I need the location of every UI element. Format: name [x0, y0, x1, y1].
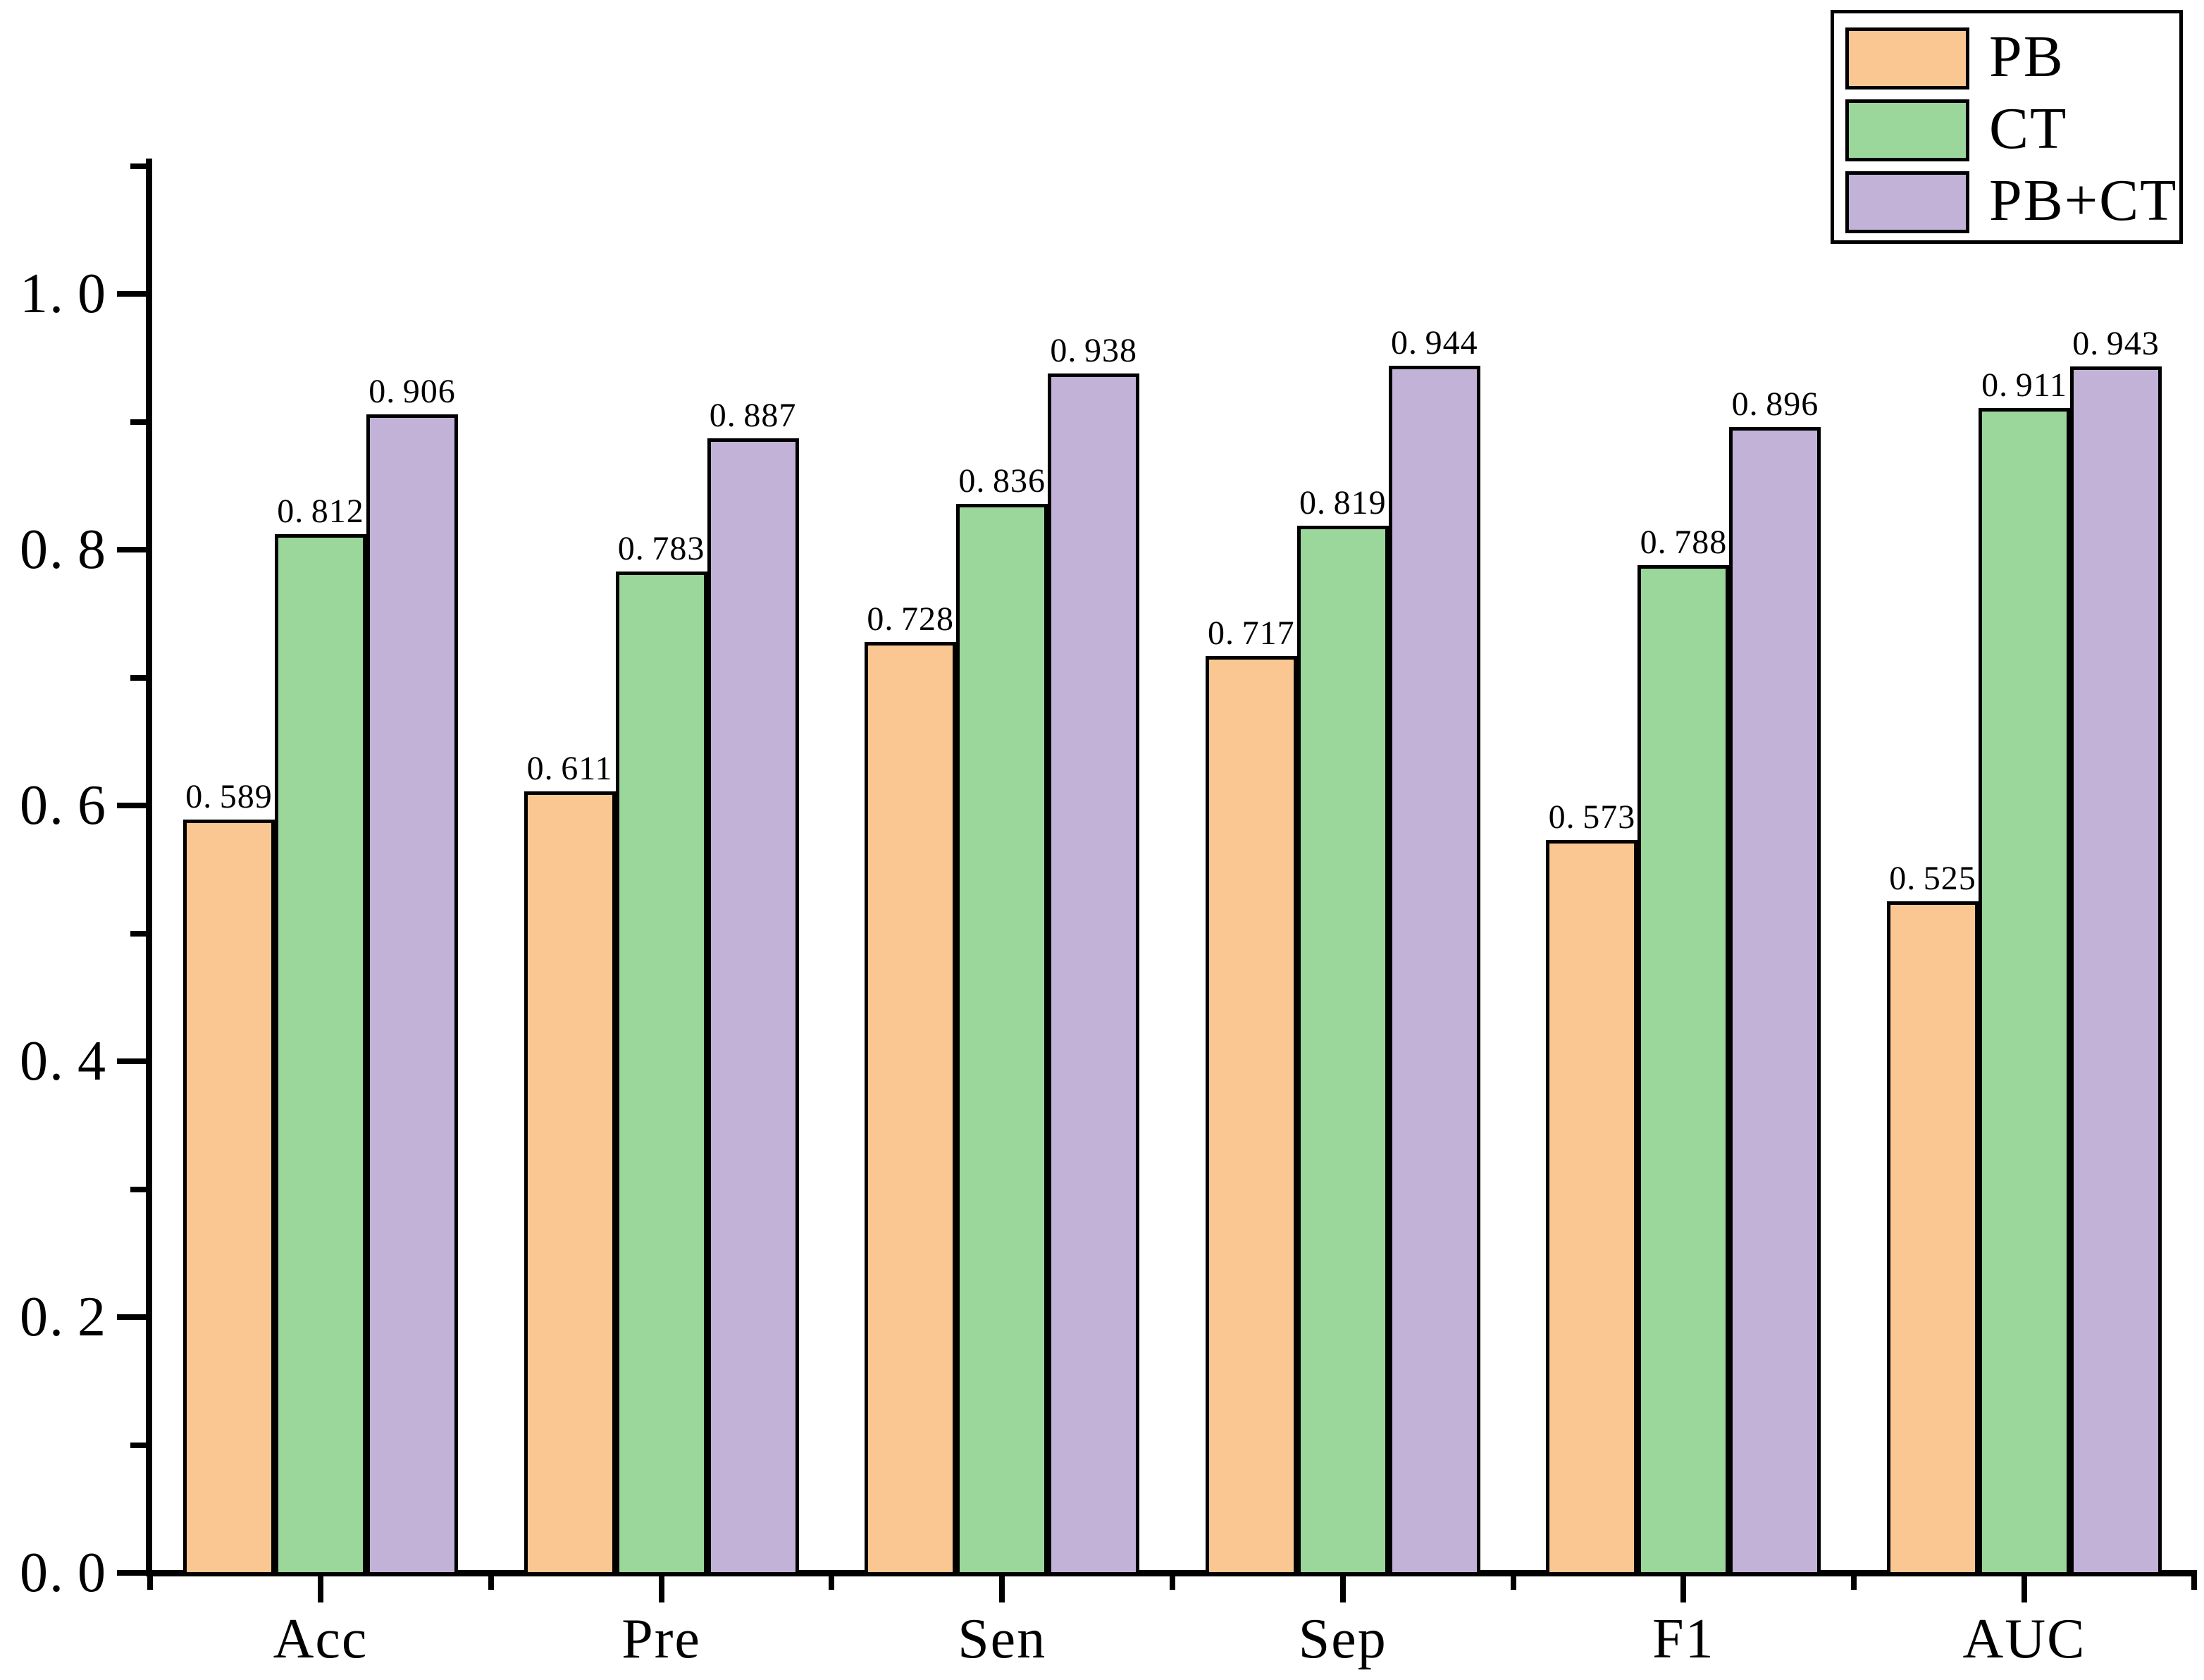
legend-label-pbct: PB+CT: [1989, 168, 2178, 233]
x-minor-tick: [829, 1573, 835, 1590]
legend-swatch-pb: [1845, 27, 1969, 89]
y-minor-tick: [130, 674, 149, 681]
bar-value-label: 0. 728: [867, 600, 954, 638]
y-major-tick: [117, 1570, 149, 1576]
legend-swatch-pbct: [1845, 171, 1969, 233]
bar-value-label: 0. 943: [2072, 325, 2160, 363]
y-major-tick: [117, 803, 149, 808]
y-major-tick: [117, 1058, 149, 1064]
x-minor-tick: [1170, 1573, 1175, 1590]
bar-value-label: 0. 944: [1390, 323, 1478, 362]
y-minor-tick: [130, 1442, 149, 1448]
bar-value-label: 0. 911: [1981, 366, 2067, 404]
y-minor-tick: [130, 930, 149, 937]
x-category-label: AUC: [1962, 1608, 2086, 1670]
y-tick-label: 0. 6: [19, 774, 107, 836]
bar-value-label: 0. 788: [1640, 523, 1728, 561]
legend-row: CT: [1834, 96, 2179, 161]
x-category-label: Sen: [958, 1608, 1047, 1670]
legend-label-ct: CT: [1989, 96, 2068, 161]
x-category-label: F1: [1652, 1608, 1715, 1670]
y-tick-label: 0. 8: [19, 519, 107, 581]
bar: [707, 438, 799, 1576]
bar: [1296, 525, 1389, 1576]
x-major-tick: [2022, 1573, 2027, 1602]
x-minor-tick: [1851, 1573, 1857, 1590]
y-tick-label: 0. 4: [19, 1030, 107, 1092]
legend-row: PB: [1834, 24, 2179, 89]
x-category-label: Pre: [621, 1608, 701, 1670]
bar-value-label: 0. 887: [709, 397, 797, 435]
bar: [183, 819, 275, 1576]
legend-row: PB+CT: [1834, 168, 2179, 233]
bar: [1205, 655, 1297, 1576]
bar-value-label: 0. 836: [958, 462, 1046, 500]
bar: [956, 503, 1048, 1576]
x-major-tick: [318, 1573, 323, 1602]
bar: [865, 641, 957, 1576]
legend-label-pb: PB: [1989, 24, 2064, 89]
y-minor-tick: [130, 419, 149, 425]
bar-value-label: 0. 717: [1207, 614, 1295, 652]
bar-value-label: 0. 812: [277, 493, 364, 531]
y-major-tick: [117, 547, 149, 552]
bar-value-label: 0. 906: [369, 372, 456, 410]
bar-value-label: 0. 938: [1050, 331, 1137, 369]
x-minor-tick: [488, 1573, 494, 1590]
bar-value-label: 0. 611: [526, 750, 613, 788]
x-category-label: Sep: [1298, 1608, 1387, 1670]
y-axis-spine: [146, 159, 152, 1576]
y-minor-tick: [130, 1186, 149, 1192]
y-minor-tick: [130, 163, 149, 169]
bar: [1979, 407, 2070, 1576]
bar: [1546, 840, 1638, 1576]
y-major-tick: [117, 291, 149, 297]
bar: [1887, 901, 1979, 1576]
y-tick-label: 1. 0: [19, 263, 107, 325]
bar: [615, 571, 707, 1576]
x-major-tick: [1680, 1573, 1687, 1602]
bar-value-label: 0. 819: [1299, 483, 1387, 521]
y-major-tick: [117, 1314, 149, 1320]
bar: [524, 791, 616, 1576]
x-major-tick: [999, 1573, 1005, 1602]
x-major-tick: [1339, 1573, 1346, 1602]
bar-value-label: 0. 573: [1548, 798, 1636, 836]
bar: [1729, 426, 1821, 1576]
bar: [366, 414, 458, 1576]
legend: PB CT PB+CT: [1831, 10, 2183, 244]
bar: [2070, 366, 2162, 1576]
legend-swatch-ct: [1845, 99, 1969, 161]
x-category-label: Acc: [273, 1608, 369, 1670]
bar-value-label: 0. 525: [1889, 860, 1976, 898]
x-major-tick: [658, 1573, 664, 1602]
x-minor-tick: [1510, 1573, 1516, 1590]
x-minor-tick: [2191, 1573, 2197, 1590]
bar-value-label: 0. 783: [617, 529, 705, 567]
y-tick-label: 0. 0: [19, 1542, 107, 1604]
bar: [1388, 365, 1480, 1576]
bar: [1637, 564, 1730, 1576]
bar: [275, 534, 366, 1576]
bar-value-label: 0. 896: [1731, 385, 1819, 423]
bar: [1048, 373, 1140, 1576]
y-tick-label: 0. 2: [19, 1286, 107, 1348]
bar-value-label: 0. 589: [185, 777, 273, 815]
x-minor-tick: [147, 1573, 153, 1590]
